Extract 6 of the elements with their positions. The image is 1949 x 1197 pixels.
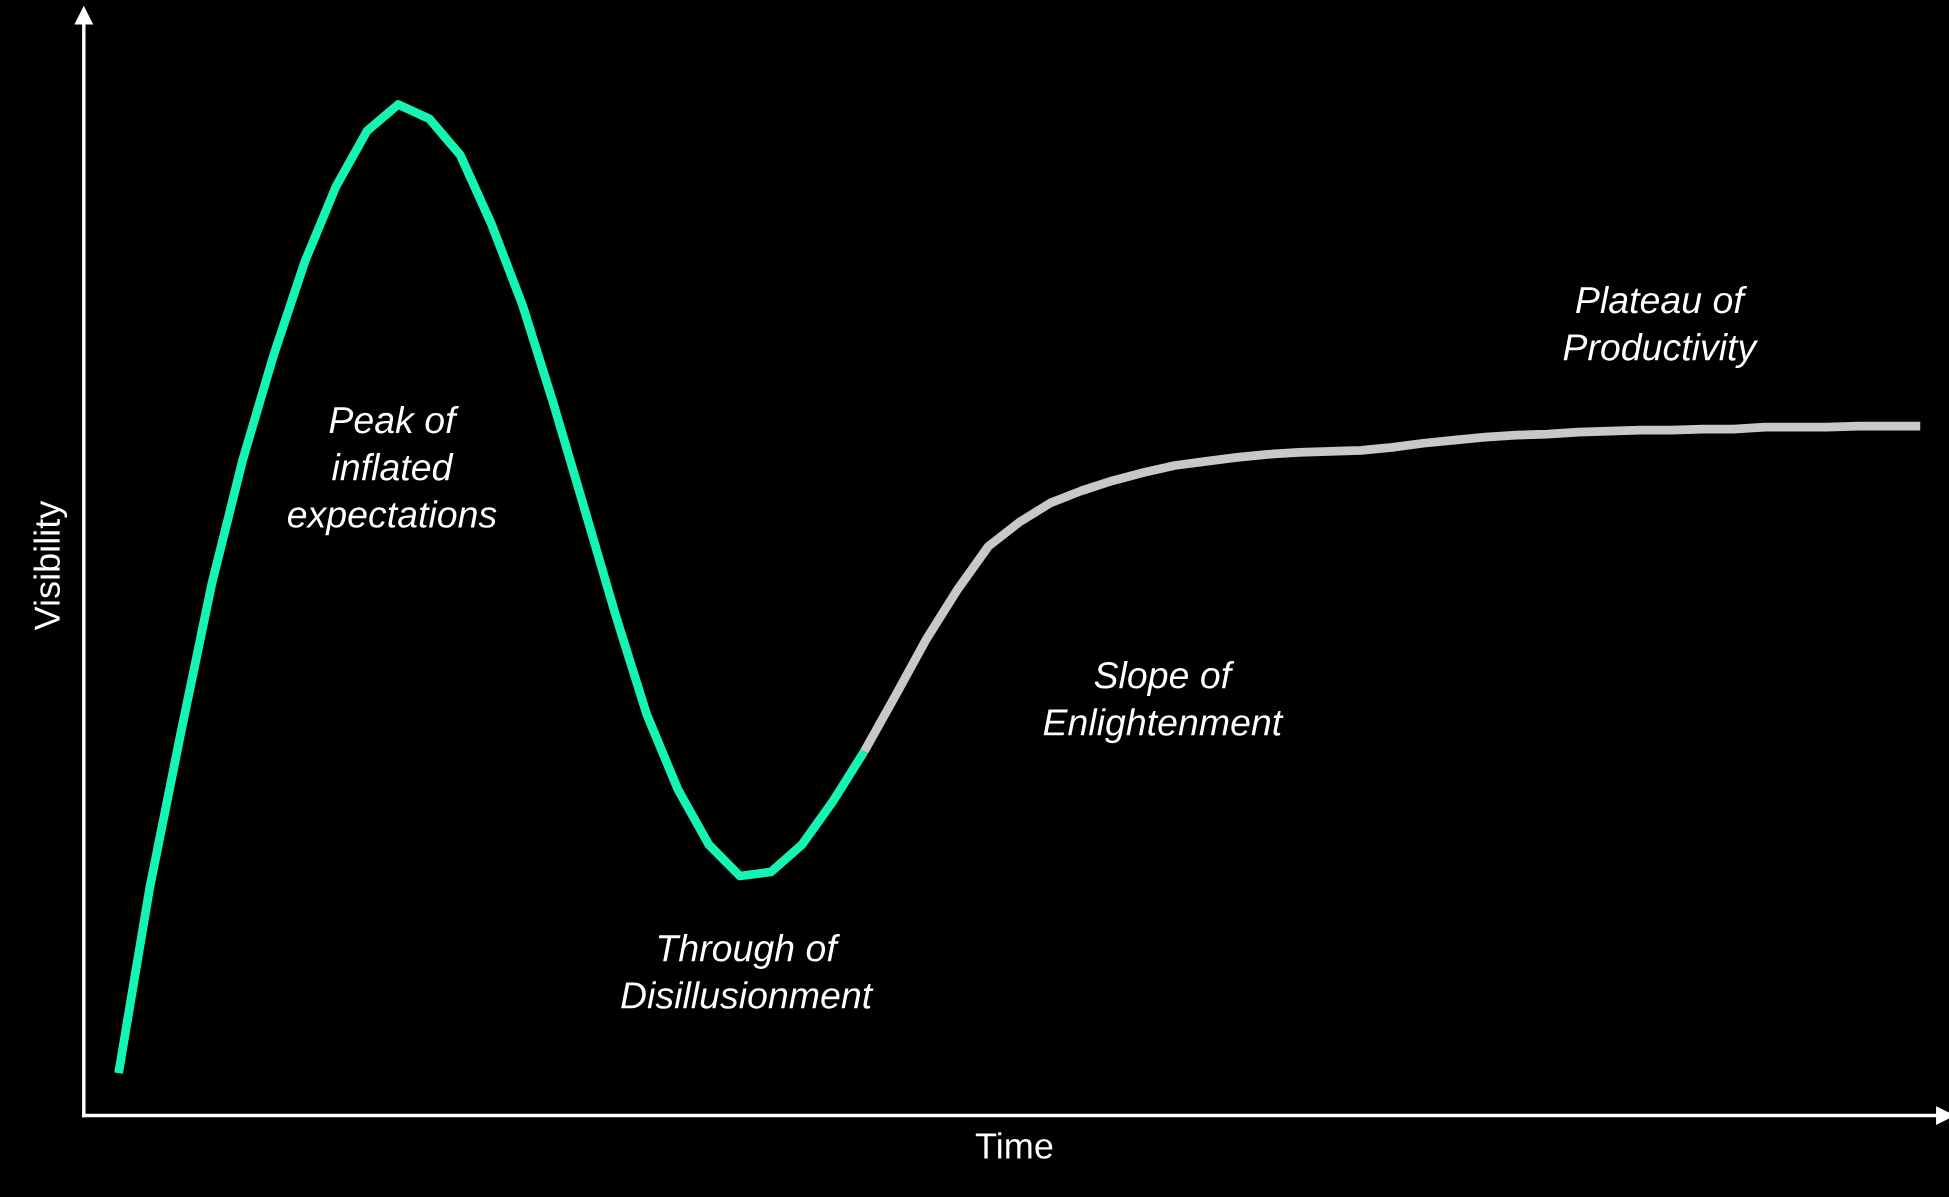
x-axis-title: Time [975, 1132, 1053, 1159]
annotation: Slope of Enlightenment [1043, 661, 1284, 744]
annotation: Through of Disillusionment [621, 933, 874, 1009]
annotation: Peak of inflated expectations [287, 405, 497, 536]
y-axis-title: Visibility [33, 500, 68, 631]
annotation: Plateau of Productivity [1563, 285, 1759, 369]
